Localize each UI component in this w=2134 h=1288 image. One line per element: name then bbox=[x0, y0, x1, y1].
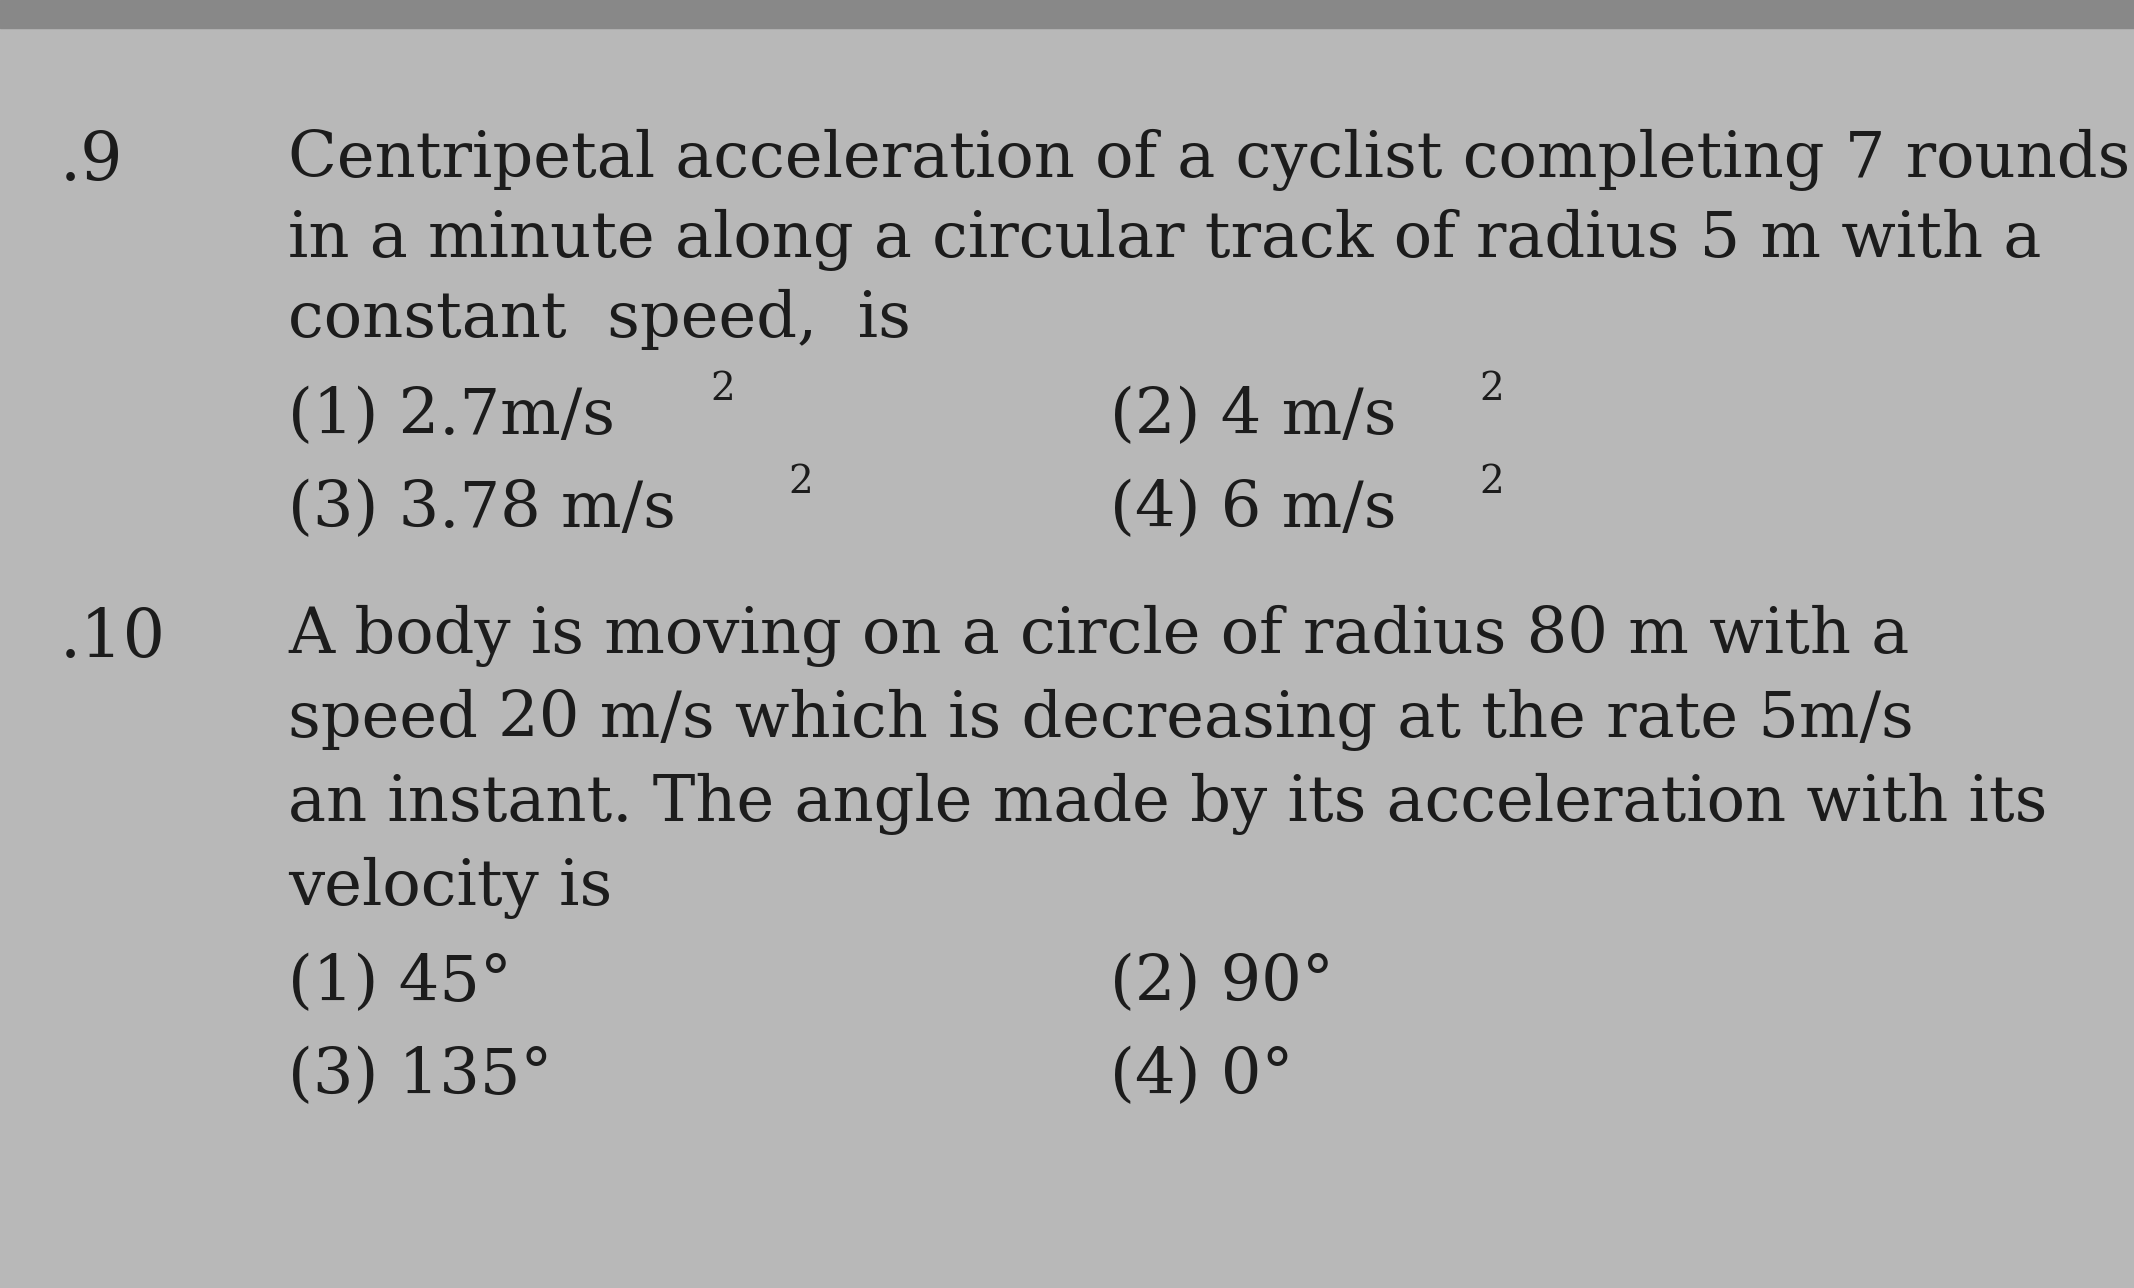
Text: velocity is: velocity is bbox=[288, 857, 612, 918]
Text: (4) 6 m/s: (4) 6 m/s bbox=[1110, 479, 1396, 540]
Text: (3) 3.78 m/s: (3) 3.78 m/s bbox=[288, 479, 676, 540]
Text: speed 20 m/s which is decreasing at the rate 5m/s: speed 20 m/s which is decreasing at the … bbox=[288, 689, 1914, 751]
Text: .9: .9 bbox=[60, 129, 124, 194]
Text: .10: .10 bbox=[60, 605, 166, 671]
Text: 2: 2 bbox=[790, 464, 813, 501]
Text: 2: 2 bbox=[1479, 371, 1504, 408]
Text: Centripetal acceleration of a cyclist completing 7 rounds: Centripetal acceleration of a cyclist co… bbox=[288, 129, 2130, 191]
Text: (1) 45°: (1) 45° bbox=[288, 953, 512, 1014]
Bar bbox=[0, 0, 2134, 28]
Text: (2) 90°: (2) 90° bbox=[1110, 953, 1334, 1014]
Text: (2) 4 m/s: (2) 4 m/s bbox=[1110, 386, 1396, 447]
Text: (4) 0°: (4) 0° bbox=[1110, 1046, 1293, 1106]
Text: (1) 2.7m/s: (1) 2.7m/s bbox=[288, 386, 615, 447]
Text: 2: 2 bbox=[711, 371, 734, 408]
Text: in a minute along a circular track of radius 5 m with a: in a minute along a circular track of ra… bbox=[288, 209, 2042, 270]
Text: A body is moving on a circle of radius 80 m with a: A body is moving on a circle of radius 8… bbox=[288, 605, 1910, 667]
Text: (3) 135°: (3) 135° bbox=[288, 1046, 553, 1106]
Text: constant  speed,  is: constant speed, is bbox=[288, 289, 911, 349]
Text: an instant. The angle made by its acceleration with its: an instant. The angle made by its accele… bbox=[288, 773, 2047, 835]
Text: 2: 2 bbox=[1479, 464, 1504, 501]
